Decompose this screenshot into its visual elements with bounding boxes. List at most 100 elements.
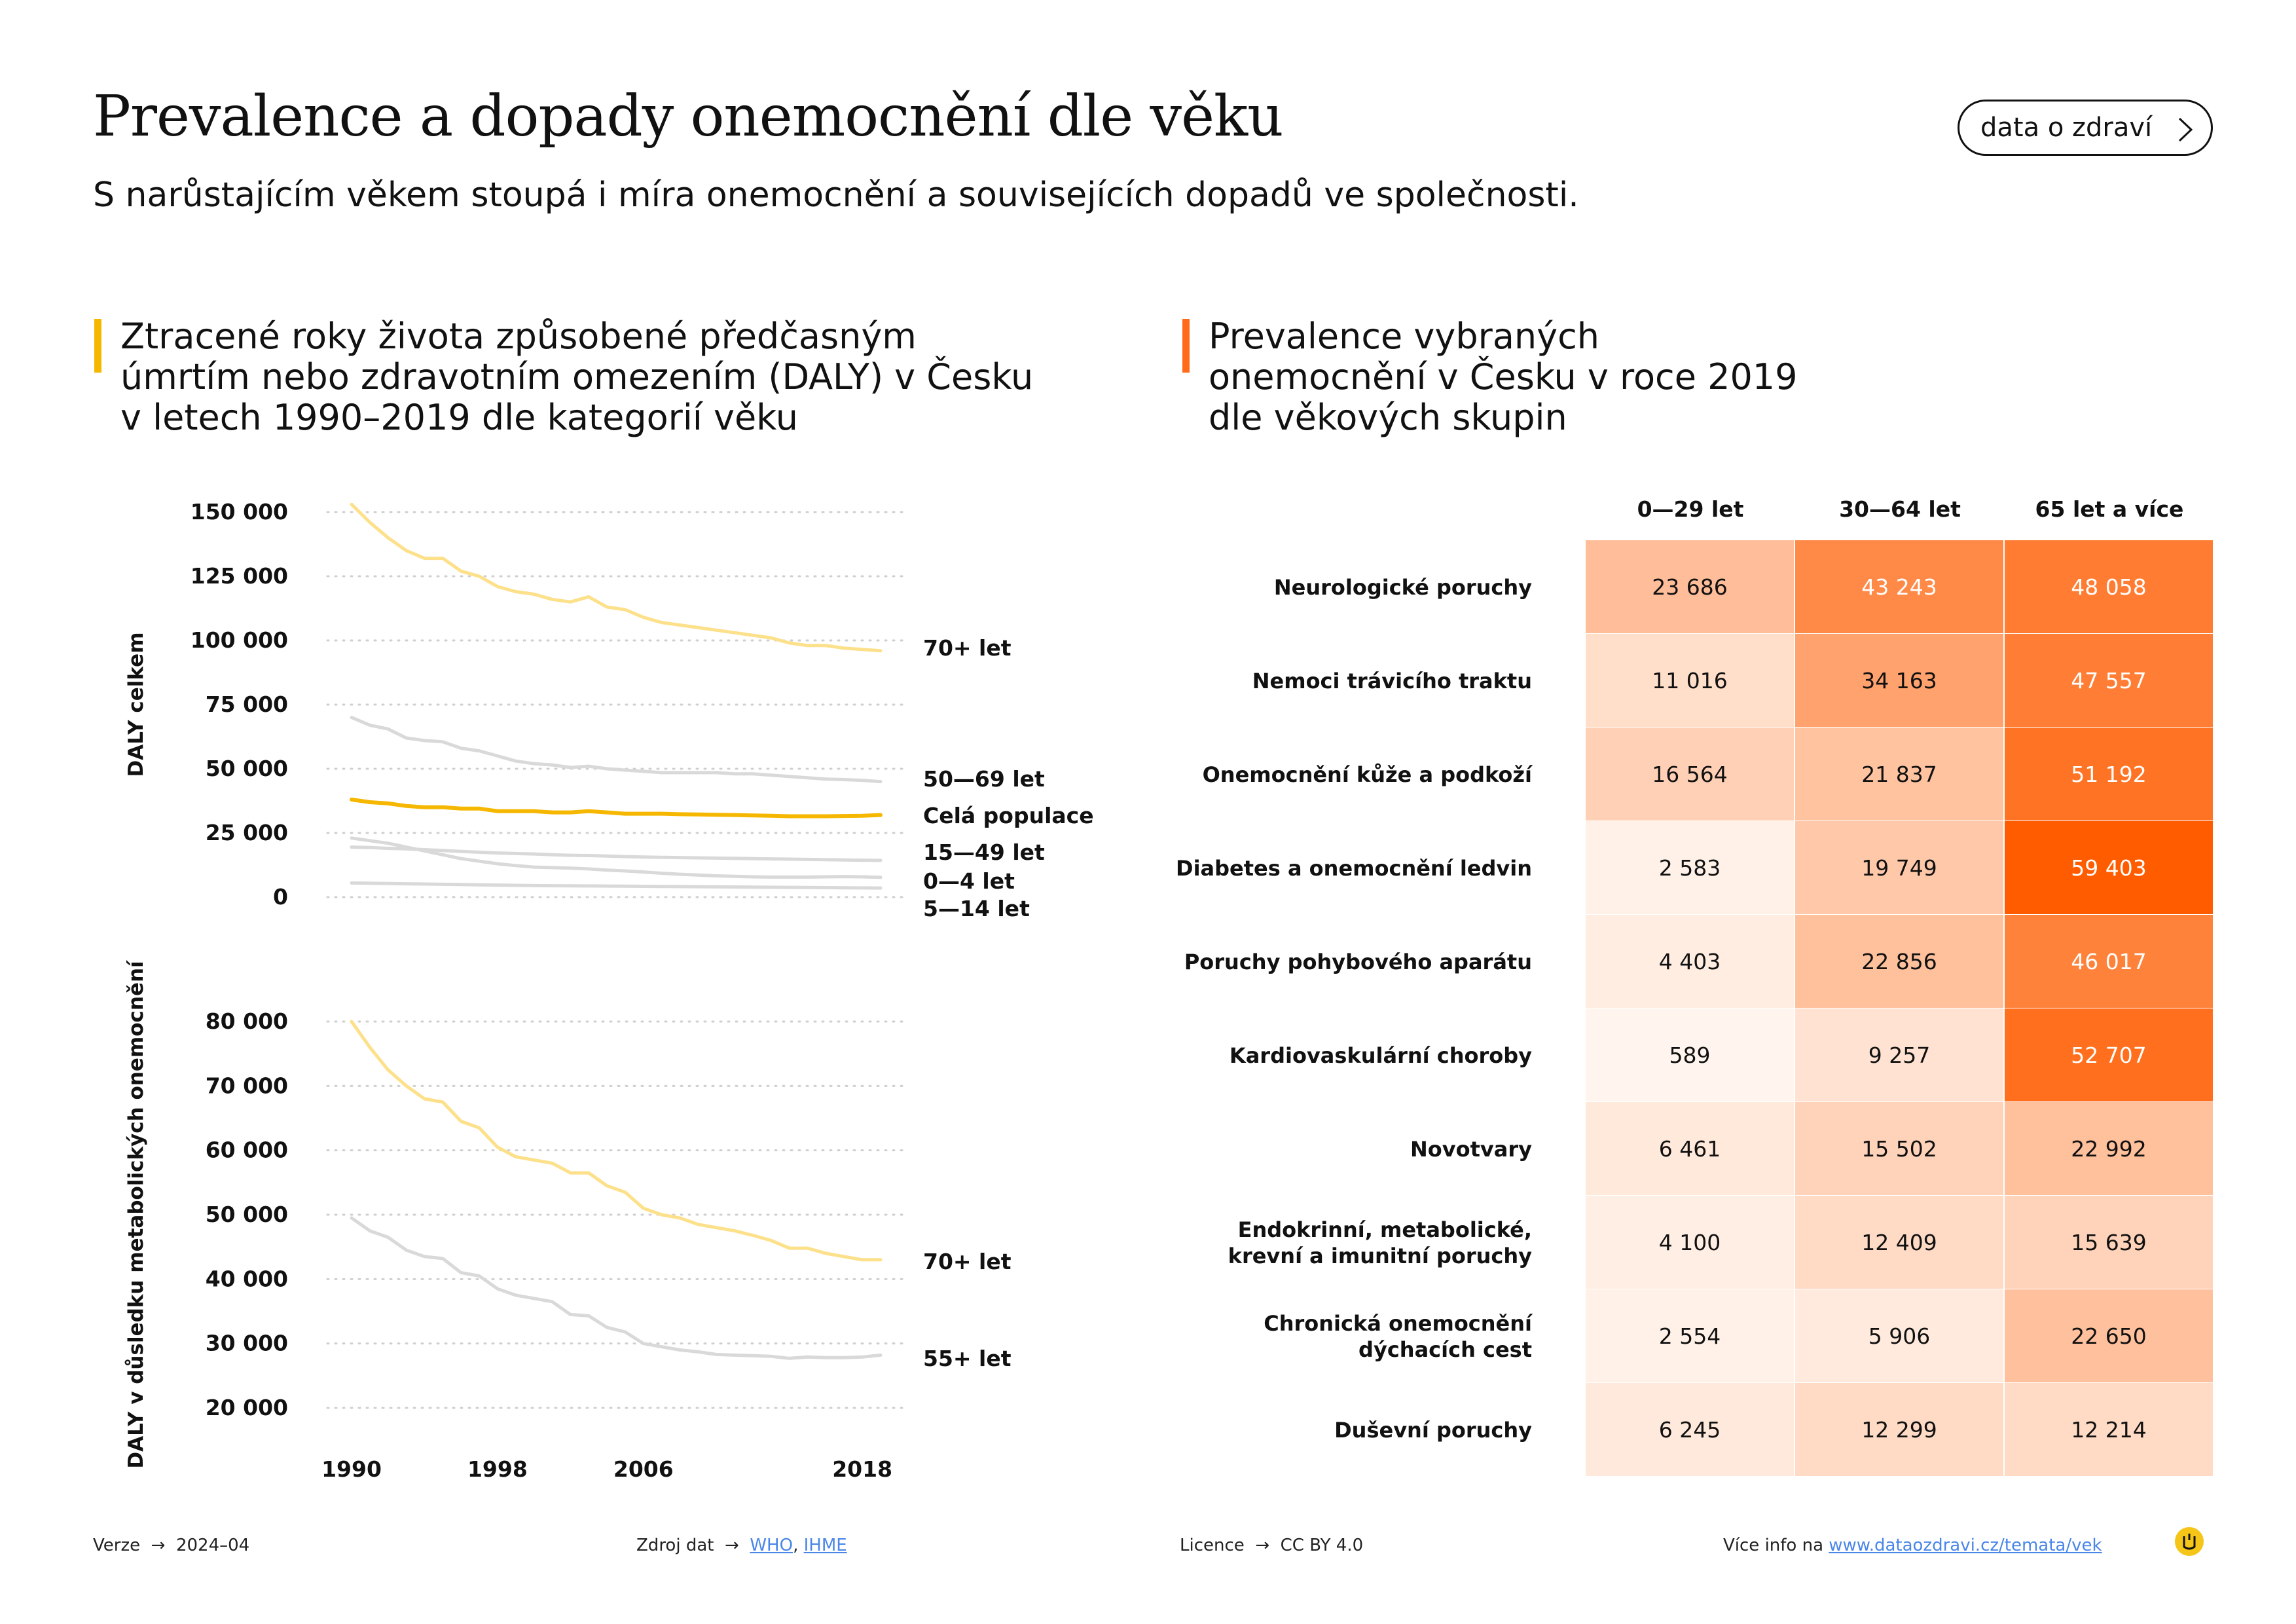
footer-license-label: Licence <box>1180 1536 1245 1555</box>
brand-logo-icon <box>2175 1527 2204 1556</box>
series-line <box>350 502 883 653</box>
daly-line-charts: 0 25 000 50 000 75 000 100 000 125 000 150 000… <box>124 499 1094 1482</box>
footer-version-value: 2024–04 <box>175 1536 250 1555</box>
x-tick-label: 2006 <box>613 1456 674 1482</box>
row-label: Nemoci trávicího traktu <box>1252 668 1532 693</box>
y-tick-label: 20 000 <box>206 1395 288 1420</box>
heatmap-cell: 51 192 <box>2005 728 2213 821</box>
series-label: 55+ let <box>923 1346 1011 1371</box>
footer-more-label: Více info na <box>1723 1536 1824 1555</box>
page-title: Prevalence a dopady onemocnění dle věku <box>93 84 1283 149</box>
series-line <box>350 836 883 879</box>
heatmap-cell: 48 058 <box>2005 540 2213 633</box>
heatmap-cell: 4 403 <box>1586 915 1794 1008</box>
row-label: Onemocnění kůže a podkoží <box>1202 762 1532 787</box>
footer-version-label: Verze <box>93 1536 141 1555</box>
row-label: Novotvary <box>1410 1136 1532 1162</box>
y-tick-label: 0 <box>273 884 288 910</box>
footer-license-value: CC BY 4.0 <box>1280 1536 1364 1555</box>
heatmap-cell: 22 992 <box>2005 1102 2213 1195</box>
source-who-link[interactable]: WHO <box>750 1536 793 1555</box>
heading-accent-bar <box>94 319 101 373</box>
heatmap-cell: 6 245 <box>1586 1383 1794 1476</box>
daly-chart-heading-text: Ztracené roky života způsobené předčasný… <box>120 316 1034 438</box>
column-header: 0—29 let <box>1637 496 1744 522</box>
heatmap-cell: 59 403 <box>2005 821 2213 914</box>
x-tick-label: 1998 <box>467 1456 528 1482</box>
y-tick-label: 75 000 <box>206 692 288 717</box>
heading-accent-bar <box>1182 319 1190 373</box>
heatmap-cell: 11 016 <box>1586 634 1794 727</box>
arrow-icon: → <box>1255 1536 1270 1555</box>
data-o-zdravi-label: data o zdraví <box>1980 113 2153 143</box>
column-header: 65 let a více <box>2035 496 2184 522</box>
row-label: Chronická onemocnění dýchacích cest <box>1264 1310 1532 1362</box>
heatmap-cell: 5 906 <box>1795 1289 2003 1382</box>
chevron-right-icon <box>2178 117 2193 142</box>
series-label: 70+ let <box>923 1249 1011 1274</box>
series-line <box>350 845 883 862</box>
heatmap-cell: 15 502 <box>1795 1102 2003 1195</box>
prevalence-heading: Prevalence vybraných onemocnění v Česku … <box>1182 316 1798 438</box>
series-label: 70+ let <box>923 635 1011 661</box>
row-label: Duševní poruchy <box>1334 1417 1532 1443</box>
y-tick-label: 125 000 <box>191 563 288 589</box>
heatmap-cell: 22 650 <box>2005 1289 2213 1382</box>
row-label: Poruchy pohybového aparátu <box>1184 949 1532 974</box>
y-tick-label: 60 000 <box>206 1137 288 1163</box>
footer-license: Licence → CC BY 4.0 <box>1180 1536 1363 1555</box>
row-label: Diabetes a onemocnění ledvin <box>1176 855 1532 881</box>
x-tick-label: 2018 <box>832 1456 892 1482</box>
heatmap-cell: 43 243 <box>1795 540 2003 633</box>
footer-source-label: Zdroj dat <box>636 1536 714 1555</box>
arrow-icon: → <box>725 1536 739 1555</box>
series-label: 0—4 let <box>923 868 1015 894</box>
series-line <box>350 1020 883 1262</box>
row-label: Endokrinní, metabolické, krevní a imunitn… <box>1228 1217 1532 1268</box>
heatmap-cell: 12 299 <box>1795 1383 2003 1476</box>
series-line <box>350 716 883 784</box>
more-info-link[interactable]: www.dataozdravi.cz/temata/vek <box>1829 1536 2102 1555</box>
data-o-zdravi-button[interactable]: data o zdraví <box>1958 100 2213 156</box>
x-tick-label: 1990 <box>321 1456 382 1482</box>
series-label: 5—14 let <box>923 896 1030 921</box>
column-header: 30—64 let <box>1839 496 1961 522</box>
heatmap-cell: 34 163 <box>1795 634 2003 727</box>
y-tick-label: 50 000 <box>206 1202 288 1227</box>
series-label: Celá populace <box>923 803 1094 828</box>
heatmap-cell: 22 856 <box>1795 915 2003 1008</box>
heatmap-cell: 6 461 <box>1586 1102 1794 1195</box>
heatmap-cell: 47 557 <box>2005 634 2213 727</box>
source-ihme-link[interactable]: IHME <box>803 1536 847 1555</box>
series-label: 15—49 let <box>923 840 1045 865</box>
footer-version: Verze → 2024–04 <box>93 1536 249 1555</box>
heatmap-cell: 2 583 <box>1586 821 1794 914</box>
y-tick-label: 70 000 <box>206 1073 288 1098</box>
heatmap-cell: 2 554 <box>1586 1289 1794 1382</box>
y-axis-label: DALY v důsledku metabolických onemocnění <box>124 960 148 1469</box>
y-tick-label: 150 000 <box>191 499 288 525</box>
series-line <box>350 798 883 819</box>
daly-chart-heading: Ztracené roky života způsobené předčasný… <box>94 316 1050 438</box>
footer-source: Zdroj dat → WHO, IHME <box>636 1536 847 1555</box>
y-tick-label: 30 000 <box>206 1331 288 1356</box>
series-line <box>350 881 883 890</box>
heatmap-cell: 12 214 <box>2005 1383 2213 1476</box>
series-label: 50—69 let <box>923 766 1045 792</box>
series-line <box>350 1216 883 1360</box>
y-axis-label: DALY celkem <box>124 632 148 777</box>
heatmap-cell: 15 639 <box>2005 1196 2213 1289</box>
heatmap-cell: 52 707 <box>2005 1008 2213 1101</box>
heatmap-cell: 46 017 <box>2005 915 2213 1008</box>
footer-more-info: Více info na www.dataozdravi.cz/temata/v… <box>1723 1536 2102 1555</box>
y-tick-label: 50 000 <box>206 756 288 781</box>
y-tick-label: 100 000 <box>191 627 288 653</box>
prevalence-heading-text: Prevalence vybraných onemocnění v Česku … <box>1209 316 1798 438</box>
heatmap-cell: 19 749 <box>1795 821 2003 914</box>
heatmap-cell: 589 <box>1586 1008 1794 1101</box>
arrow-icon: → <box>151 1536 166 1555</box>
page-subtitle: S narůstajícím věkem stoupá i míra onemo… <box>93 175 1579 215</box>
y-tick-label: 80 000 <box>206 1008 288 1034</box>
heatmap-cell: 21 837 <box>1795 728 2003 821</box>
heatmap-cell: 16 564 <box>1586 728 1794 821</box>
